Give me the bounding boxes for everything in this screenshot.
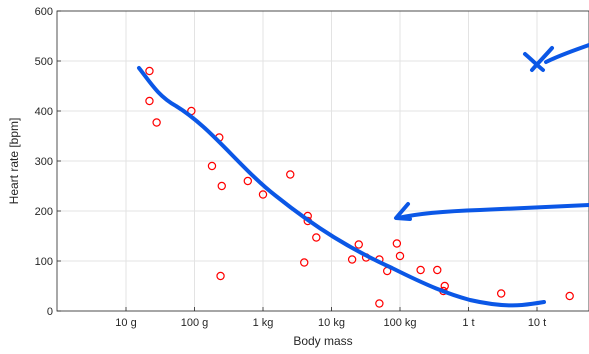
data-point [216,271,225,281]
data-point [375,299,384,308]
data-point [300,258,309,267]
data-point [416,265,425,275]
data-point [145,66,154,76]
y-tick-label: 500 [35,56,53,68]
data-point [347,255,357,264]
data-point [243,176,253,186]
y-tick-label: 200 [35,206,53,218]
data-point [392,239,402,248]
y-axis-label: Heart rate [bpm] [7,118,21,205]
x-tick-label: 100 g [181,317,209,329]
handwritten-annotations [137,43,589,308]
handwritten-cross-mark [523,46,554,72]
handwritten-cross-tail [544,43,589,64]
grid [57,10,589,312]
data-point [354,240,363,249]
data-point [433,265,442,275]
data-point [496,289,506,298]
y-tick-label: 400 [35,106,53,118]
data-point [286,170,295,179]
x-tick-label: 100 kg [383,317,416,329]
y-tick-label: 100 [35,256,53,268]
data-point [145,96,154,106]
data-point [258,190,268,199]
handwritten-trend-curve [137,66,546,308]
x-tick-label: 1 t [462,317,474,329]
data-point [395,251,405,261]
data-point [312,233,321,242]
y-tick-label: 300 [35,156,53,168]
x-tick-label: 10 kg [318,317,345,329]
data-points [145,66,574,308]
y-tick-label: 0 [47,306,53,318]
ticks: 10 g 100 g 1 kg 10 kg 100 kg 1 t 10 t 0 100 200 30… [35,6,547,329]
data-point [207,161,217,171]
data-point [565,291,574,301]
x-axis-label: Body mass [293,334,352,348]
y-tick-label: 600 [35,6,53,18]
x-tick-label: 1 kg [253,317,274,329]
x-tick-label: 10 t [528,317,546,329]
x-tick-label: 10 g [115,317,136,329]
data-point [217,181,226,191]
handwritten-arrow-shaft [396,203,589,220]
handwritten-arrowhead [394,202,412,221]
data-point [152,118,161,127]
